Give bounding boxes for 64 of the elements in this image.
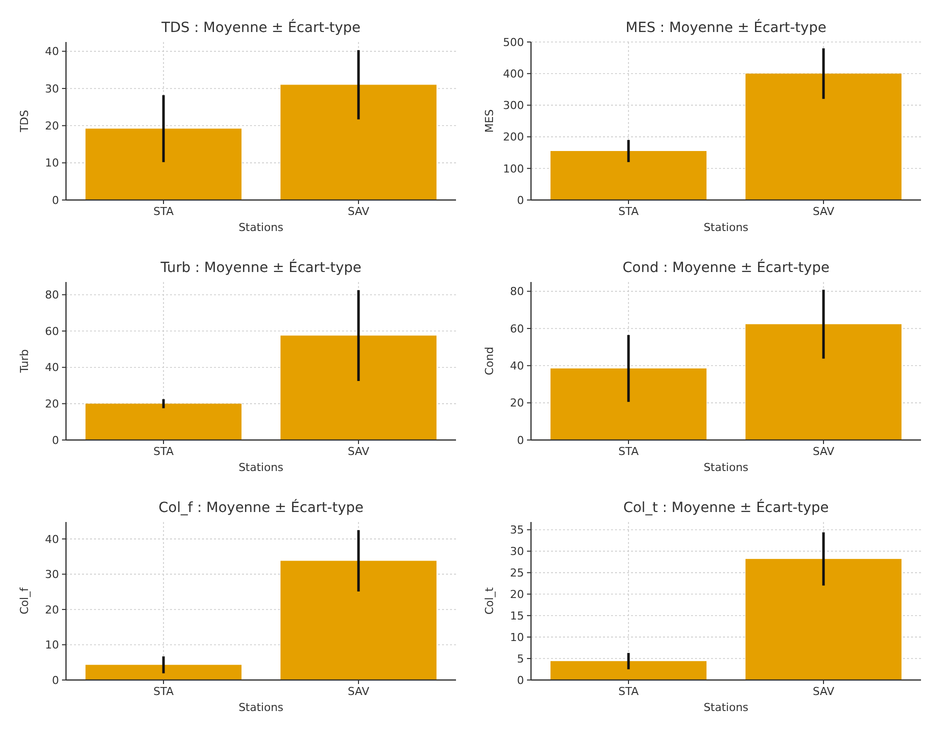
y-tick-label: 25 [510,566,524,580]
y-tick-label: 15 [510,609,524,622]
chart-title: TDS : Moyenne ± Écart-type [160,19,361,36]
chart-title: Turb : Moyenne ± Écart-type [160,259,362,276]
y-axis-title: Turb [18,349,31,374]
y-tick-label: 200 [503,130,524,144]
y-tick-label: 80 [45,288,59,302]
y-tick-label: 40 [45,361,59,374]
y-axis-title: MES [483,109,496,133]
x-tick-label: SAV [348,685,370,698]
x-tick-label: STA [618,445,640,458]
y-tick-label: 30 [45,568,59,582]
y-axis-title: Col_t [483,586,496,615]
x-tick-label: SAV [812,685,835,698]
x-tick-label: SAV [348,445,370,458]
y-tick-label: 0 [517,434,524,447]
y-tick-label: 5 [517,652,524,666]
x-axis-title: Stations [704,461,749,474]
y-tick-label: 0 [517,674,524,687]
x-tick-label: STA [153,685,174,698]
x-tick-label: SAV [812,205,835,218]
y-axis-title: Col_f [18,586,31,614]
x-tick-label: SAV [812,445,835,458]
chart-title: Col_f : Moyenne ± Écart-type [158,499,364,516]
chart-title: Cond : Moyenne ± Écart-type [622,259,830,276]
x-tick-label: STA [618,685,640,698]
y-tick-label: 80 [510,285,524,298]
y-tick-label: 100 [503,162,524,176]
x-tick-label: STA [153,445,174,458]
y-tick-label: 30 [510,545,524,558]
y-tick-label: 20 [510,588,524,601]
y-tick-label: 0 [517,194,524,207]
y-tick-label: 40 [510,359,524,372]
y-tick-label: 10 [45,638,59,652]
y-tick-label: 0 [52,434,59,447]
y-axis-title: Cond [483,346,496,376]
y-tick-label: 10 [45,156,59,170]
chart-title: MES : Moyenne ± Écart-type [626,19,826,36]
x-axis-title: Stations [704,701,749,714]
y-tick-label: 20 [45,398,59,411]
y-tick-label: 300 [503,99,524,112]
y-tick-label: 10 [510,630,524,644]
y-tick-label: 0 [52,674,59,687]
y-tick-label: 30 [45,82,59,96]
x-axis-title: Stations [704,221,749,234]
y-tick-label: 35 [510,524,524,537]
y-tick-label: 60 [510,322,524,336]
y-axis-title: TDS [18,110,31,134]
y-tick-label: 20 [45,603,59,616]
y-tick-label: 40 [45,532,59,546]
x-tick-label: STA [618,205,640,218]
x-tick-label: SAV [348,205,370,218]
y-tick-label: 20 [510,396,524,410]
x-axis-title: Stations [238,461,284,474]
chart-title: Col_t : Moyenne ± Écart-type [623,499,829,516]
y-tick-label: 20 [45,119,59,132]
x-axis-title: Stations [238,221,284,234]
y-tick-label: 40 [45,45,59,58]
y-tick-label: 60 [45,324,59,338]
y-tick-label: 400 [503,67,524,80]
y-tick-label: 0 [52,194,59,207]
y-tick-label: 500 [503,36,524,49]
x-tick-label: STA [153,205,174,218]
x-axis-title: Stations [238,701,284,714]
